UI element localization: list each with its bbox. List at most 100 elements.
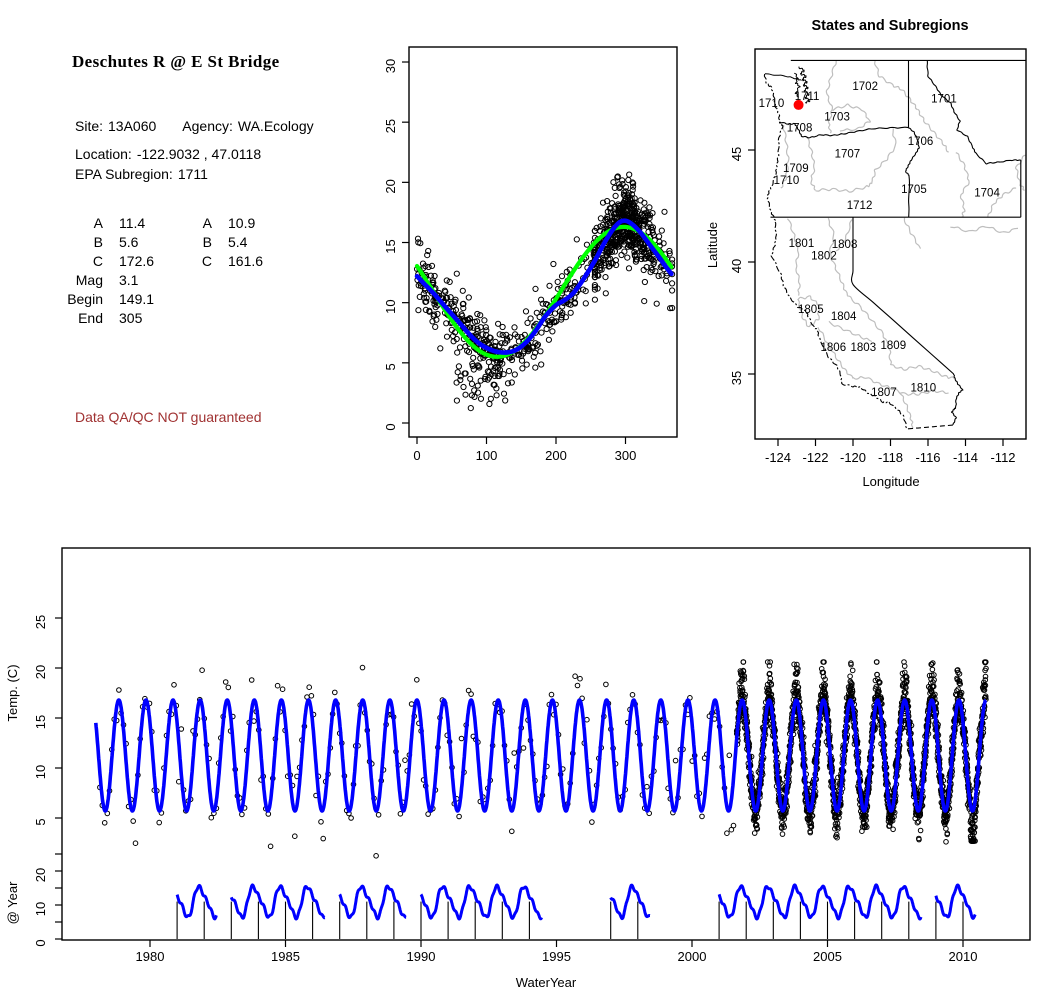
seasonal-x-tick-label: 200: [545, 448, 567, 463]
fit-param-label: B: [202, 234, 212, 250]
fit-parameter-table: A 11.4 A 10.9 B 5.6 B 5.4 C 172.6 C 161.6 Mag 3.1 Begi…: [45, 214, 292, 328]
fit-param-value: 10.9: [228, 215, 256, 231]
map-ca-nv-border: [850, 217, 955, 375]
map-subregion-border: [825, 60, 837, 134]
map-subregion-border: [890, 364, 955, 379]
seasonal-x-tick-label: 100: [476, 448, 498, 463]
map-subregion-border: [832, 103, 871, 132]
fit-param-value: 5.6: [119, 234, 139, 250]
map-snake-border: [905, 127, 920, 218]
airaxis-label: @ Year: [5, 881, 20, 925]
timeseries-y-tick-label: 5: [33, 818, 48, 825]
map-subregion-border: [797, 295, 821, 328]
epa-label: EPA Subregion:: [75, 166, 173, 182]
timeseries-x-tick-label: 1980: [136, 949, 165, 964]
water-temp-curve: [94, 698, 988, 813]
map-region-label: 1706: [908, 136, 934, 148]
map-hood-canal: [794, 72, 801, 98]
map-subregion-border: [828, 320, 873, 343]
seasonal-y-tick-label: 5: [383, 363, 398, 370]
timeseries-y-tick-label: 10: [33, 765, 48, 779]
map-region-label: 1809: [881, 340, 907, 352]
map-area: 1711170217011710170317081706170717091710…: [759, 59, 1026, 430]
site-marker: [793, 99, 804, 110]
fit-param-value: 5.4: [228, 234, 248, 250]
timeseries-y-tick-label: 20: [33, 665, 48, 679]
map-subregion-border: [847, 295, 892, 366]
map-x-tick-label: -118: [878, 450, 903, 465]
seasonal-y-tick-label: 30: [383, 59, 398, 73]
map-subregion-border: [780, 125, 790, 189]
site-agency-line: Site: 13A060 Agency: WA.Ecology: [75, 118, 314, 134]
map-subregion-border: [874, 59, 919, 111]
air-temp-wiggle: [419, 883, 543, 921]
seasonal-x-tick-label: 0: [413, 448, 420, 463]
fit-param-label: [165, 290, 212, 309]
site-label: Site:: [75, 118, 104, 134]
map-subregion-border: [805, 136, 816, 191]
seasonal-y-tick-label: 0: [383, 423, 398, 430]
map-region-label: 1707: [835, 148, 861, 160]
map-title: States and Subregions: [811, 18, 968, 34]
map-region-label: 1711: [795, 91, 820, 103]
fit-param-label: [165, 309, 212, 328]
air-temp-segment: [175, 883, 218, 939]
epa-value: 1711: [177, 166, 208, 182]
map-region-label: 1704: [974, 188, 1000, 200]
qa-warning: Data QA/QC NOT guaranteed: [75, 409, 262, 425]
map-subregion-border: [815, 182, 873, 193]
fit-param-label: B: [93, 234, 103, 250]
map-mexico-border: [906, 424, 953, 430]
map-x-tick-label: -114: [953, 450, 978, 465]
fit-param-label: A: [202, 215, 212, 231]
map-region-label: 1806: [821, 342, 847, 354]
map-region-label: 1804: [831, 311, 857, 323]
map-juan-de-fuca: [764, 73, 802, 81]
map-region-label: 1810: [911, 382, 937, 394]
map-colorado-river-border: [951, 373, 964, 426]
timeseries-x-tick-label: 1985: [271, 949, 300, 964]
seasonal-y-tick-label: 20: [383, 179, 398, 193]
timeseries-x-tick-label: 2000: [678, 949, 707, 964]
subregion-map: 1711170217011710170317081706170717091710…: [705, 18, 1027, 489]
timeseries-y-axis-label: Temp. (C): [5, 664, 20, 721]
seasonal-smooth-fit-line: [414, 218, 674, 355]
map-x-tick-label: -116: [915, 450, 940, 465]
location-line: Location: -122.9032 , 47.0118: [75, 146, 261, 162]
map-subregion-border: [903, 217, 922, 249]
air-temp-segment: [609, 883, 652, 939]
timeseries-plot: 1980 1985 1990 1995 2000 2005 2010 5 10 15 20 25 0 10…: [5, 547, 1031, 990]
map-subregion-border: [827, 217, 848, 296]
map-region-label: 1710: [759, 98, 785, 110]
air-temp-wiggle: [229, 883, 326, 921]
fit-param-label: Begin: [67, 291, 103, 307]
water-temp-points: [97, 659, 989, 859]
timeseries-axes: 1980 1985 1990 1995 2000 2005 2010 5 10 15 20 25 0 10…: [5, 547, 1031, 990]
map-y-tick-label: 35: [729, 371, 744, 385]
air-temp-wiggle: [934, 883, 977, 920]
air-temp-segment: [717, 883, 923, 939]
fit-param-label: C: [201, 253, 212, 269]
map-region-label: 1807: [871, 387, 897, 399]
air-temp-segment: [229, 883, 326, 939]
map-region-label: 1710: [774, 175, 800, 187]
map-puget-sound: [798, 66, 811, 104]
map-region-label: 1703: [824, 111, 850, 123]
timeseries-y-tick-label: 25: [33, 615, 48, 629]
seasonal-plot-area: [414, 171, 676, 412]
airaxis-tick-label: 0: [33, 939, 48, 946]
fit-param-value: 3.1: [119, 272, 139, 288]
map-region-label: 1803: [851, 342, 877, 354]
seasonal-y-tick-label: 15: [383, 239, 398, 253]
map-axes: -124 -122 -120 -118 -116 -114 -112 35 40 45 Longit…: [705, 48, 1027, 489]
map-subregion-border: [817, 327, 854, 379]
location-label: Location:: [75, 146, 132, 162]
seasonal-scatter-points: [414, 171, 676, 412]
airaxis-tick-label: 20: [33, 868, 48, 882]
map-coastline: [763, 73, 908, 430]
air-temp-segment: [934, 883, 977, 939]
fit-param-value: 149.1: [119, 291, 155, 307]
air-temp-wiggle: [175, 883, 218, 921]
fit-param-label: Mag: [75, 272, 103, 288]
